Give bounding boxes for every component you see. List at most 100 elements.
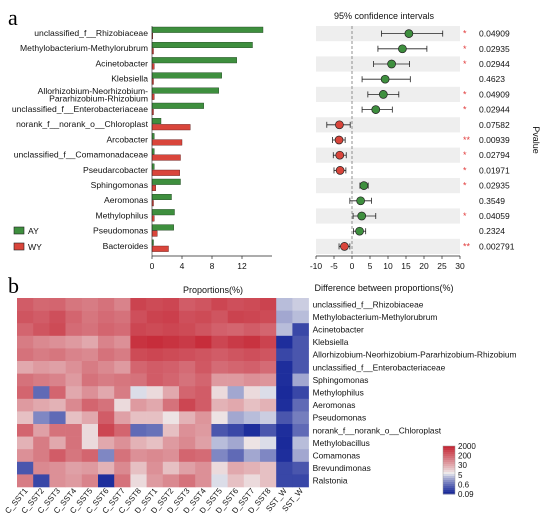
heatmap-cell: [292, 449, 309, 463]
heatmap-cell: [81, 461, 99, 475]
significance-mark: *: [463, 89, 467, 99]
heatmap-cell: [243, 474, 261, 488]
heatmap-cell: [81, 436, 99, 450]
heatmap-cell: [49, 323, 66, 337]
legend-swatch-wy: [13, 242, 25, 251]
heatmap-row-label: Klebsiella: [313, 337, 349, 347]
heatmap-cell: [227, 348, 245, 362]
heatmap-cell: [162, 449, 180, 463]
heatmap-cell: [146, 373, 164, 387]
heatmap-cell: [195, 323, 212, 337]
heatmap-row-label: unclassified_f__Enterobacteriaceae: [313, 362, 446, 372]
bar-x-tick-label: 4: [180, 261, 185, 271]
heatmap: unclassified_f__Rhizobiaceae Methylobacte…: [3, 298, 516, 513]
heatmap-cell: [227, 323, 245, 337]
heatmap-cell: [260, 449, 277, 463]
heatmap-cell: [292, 386, 309, 400]
heatmap-cell: [130, 474, 147, 488]
heatmap-cell: [33, 373, 50, 387]
heatmap-cell: [65, 461, 83, 475]
heatmap-cell: [17, 323, 34, 337]
colorbar-segment: [443, 486, 455, 489]
heatmap-cell: [292, 298, 309, 311]
heatmap-cell: [292, 373, 309, 387]
heatmap-cell: [276, 461, 293, 475]
heatmap-cell: [292, 461, 309, 475]
pvalue-label: 0.04909: [479, 89, 510, 99]
heatmap-cell: [33, 348, 50, 362]
heatmap-row-label: Methylophilus: [313, 388, 364, 398]
heatmap-cell: [65, 323, 83, 337]
heatmap-cell: [130, 310, 147, 324]
heatmap-cell: [81, 310, 99, 324]
heatmap-cell: [65, 348, 83, 362]
bar-chart: unclassified_f__Rhizobiaceae Methylobacte…: [12, 26, 272, 271]
ci-xlabel: Difference between proportions(%): [315, 283, 454, 293]
colorbar-segment: [443, 448, 455, 451]
heatmap-cell: [211, 335, 228, 349]
heatmap-cell: [17, 424, 34, 437]
bar-x-tick-label: 8: [210, 261, 215, 271]
colorbar-segment: [443, 450, 455, 453]
heatmap-cell: [17, 449, 34, 463]
heatmap-cell: [146, 461, 164, 475]
heatmap-row-label: Methylobacillus: [313, 438, 370, 448]
colorbar-segment: [443, 480, 455, 483]
heatmap-cell: [130, 398, 147, 412]
heatmap-cell: [276, 386, 293, 400]
heatmap-cell: [130, 348, 147, 362]
heatmap-cell: [179, 310, 196, 324]
heatmap-cell: [211, 386, 228, 400]
ci-x-tick-label: -5: [330, 261, 338, 271]
heatmap-cell: [17, 298, 34, 311]
colorbar-segment: [443, 458, 455, 461]
pvalue-label: 0.3549: [479, 196, 505, 206]
pvalue-label: 0.00939: [479, 135, 510, 145]
heatmap-cell: [211, 436, 228, 450]
heatmap-cell: [260, 386, 277, 400]
colorbar-segment: [443, 474, 455, 477]
colorbar-segment: [443, 478, 455, 481]
heatmap-cell: [98, 461, 115, 475]
heatmap-cell: [211, 310, 228, 324]
heatmap-cell: [33, 436, 50, 450]
ci-x-tick-label: 20: [419, 261, 429, 271]
pvalue-label: 0.002791: [479, 241, 515, 251]
heatmap-cell: [65, 386, 83, 400]
legend-label-wy: WY: [28, 242, 42, 252]
heatmap-cell: [81, 298, 99, 311]
pvalue-label: 0.02935: [479, 44, 510, 54]
bar-wy: [151, 245, 169, 252]
taxon-label: Aeromonas: [104, 195, 148, 205]
heatmap-cell: [114, 348, 131, 362]
heatmap-cell: [65, 373, 83, 387]
heatmap-row-label: Aeromonas: [313, 400, 356, 410]
colorbar-tick-label: 0.6: [458, 480, 470, 489]
heatmap-cell: [130, 386, 147, 400]
heatmap-cell: [130, 411, 147, 425]
heatmap-row-label: Ralstonia: [313, 476, 348, 486]
heatmap-cell: [33, 424, 50, 437]
heatmap-cell: [195, 461, 212, 475]
heatmap-cell: [17, 348, 34, 362]
heatmap-cell: [179, 386, 196, 400]
heatmap-cell: [114, 373, 131, 387]
heatmap-cell: [195, 436, 212, 450]
heatmap-cell: [227, 335, 245, 349]
colorbar-segment: [443, 456, 455, 459]
heatmap-cell: [81, 424, 99, 437]
heatmap-cell: [33, 474, 50, 488]
heatmap-cell: [227, 436, 245, 450]
bar-ay: [151, 193, 172, 200]
heatmap-cell: [276, 398, 293, 412]
heatmap-cell: [292, 348, 309, 362]
heatmap-cell: [33, 310, 50, 324]
ci-point: [340, 242, 349, 251]
heatmap-cell: [114, 411, 131, 425]
heatmap-cell: [227, 424, 245, 437]
heatmap-cell: [49, 361, 66, 374]
heatmap-cell: [17, 474, 34, 488]
heatmap-cell: [211, 398, 228, 412]
significance-mark: *: [463, 59, 467, 69]
heatmap-cell: [211, 424, 228, 437]
